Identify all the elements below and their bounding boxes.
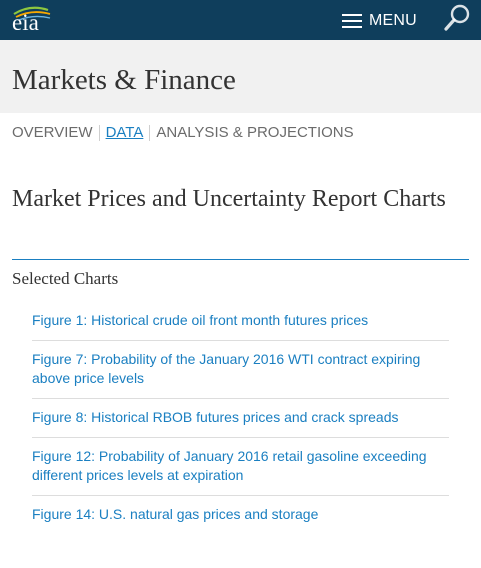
- chart-link-figure-12[interactable]: Figure 12: Probability of January 2016 r…: [32, 448, 427, 483]
- eia-logo[interactable]: eia: [10, 6, 54, 35]
- hamburger-icon: [342, 14, 362, 28]
- tab-analysis-projections[interactable]: ANALYSIS & PROJECTIONS: [156, 124, 354, 141]
- section-divider: [12, 259, 469, 260]
- search-icon: [444, 4, 470, 31]
- list-item: Figure 8: Historical RBOB futures prices…: [32, 399, 449, 438]
- page-title-bar: Markets & Finance: [0, 40, 481, 113]
- chart-link-figure-14[interactable]: Figure 14: U.S. natural gas prices and s…: [32, 506, 319, 522]
- list-item: Figure 14: U.S. natural gas prices and s…: [32, 496, 449, 534]
- logo-swoosh-icon: [13, 6, 51, 21]
- subsection-title: Selected Charts: [12, 269, 119, 288]
- page-title: Markets & Finance: [12, 64, 236, 96]
- sub-navigation: OVERVIEW DATA ANALYSIS & PROJECTIONS: [12, 124, 354, 142]
- menu-label: MENU: [369, 12, 417, 29]
- tab-separator: [98, 125, 100, 141]
- chart-link-figure-7[interactable]: Figure 7: Probability of the January 201…: [32, 351, 421, 386]
- search-button[interactable]: [441, 2, 473, 34]
- chart-list: Figure 1: Historical crude oil front mon…: [32, 302, 449, 534]
- list-item: Figure 1: Historical crude oil front mon…: [32, 302, 449, 341]
- section-title: Market Prices and Uncertainty Report Cha…: [12, 186, 446, 212]
- tab-data[interactable]: DATA: [105, 124, 144, 141]
- list-item: Figure 12: Probability of January 2016 r…: [32, 438, 449, 496]
- tab-separator: [149, 125, 151, 141]
- chart-link-figure-1[interactable]: Figure 1: Historical crude oil front mon…: [32, 312, 369, 328]
- tab-overview[interactable]: OVERVIEW: [12, 124, 93, 141]
- menu-button[interactable]: MENU: [342, 10, 417, 32]
- top-navigation-bar: eia MENU: [0, 0, 481, 40]
- list-item: Figure 7: Probability of the January 201…: [32, 341, 449, 399]
- logo-text: eia: [12, 10, 39, 35]
- chart-link-figure-8[interactable]: Figure 8: Historical RBOB futures prices…: [32, 409, 399, 425]
